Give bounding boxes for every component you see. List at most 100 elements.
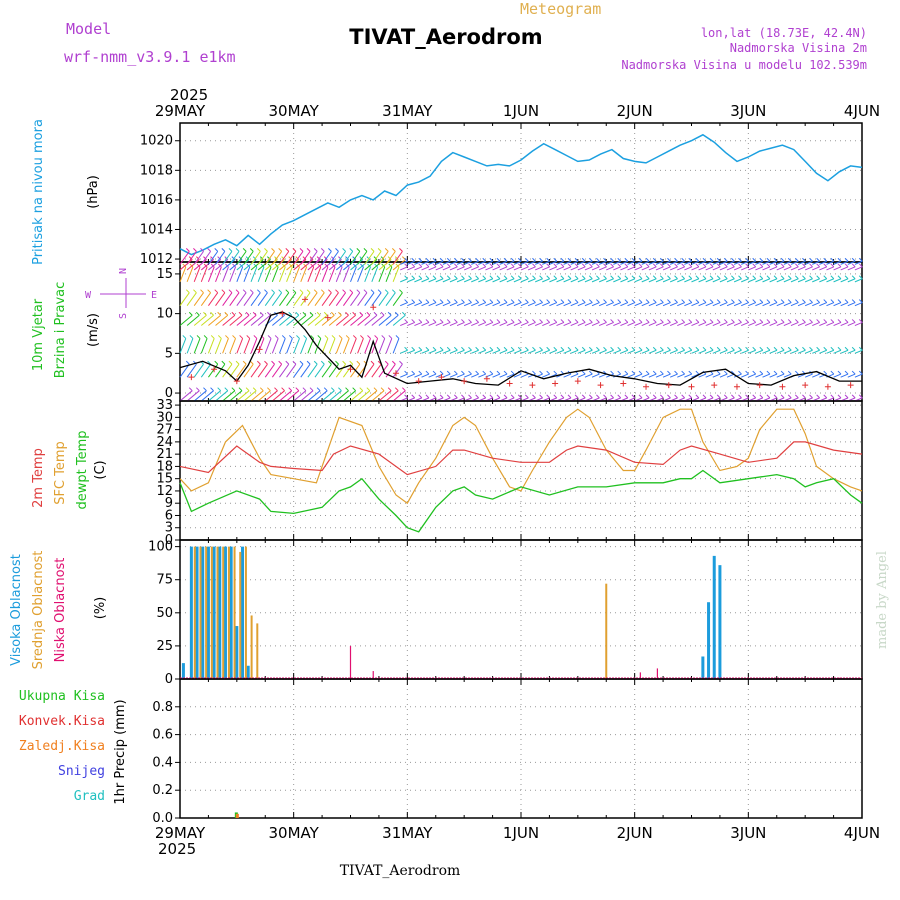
- wind-barb-flag: [517, 299, 522, 303]
- wind-barb-flag: [439, 319, 444, 323]
- wind-barb: [407, 260, 415, 265]
- wind-barb: [328, 292, 339, 306]
- wind-barb: [847, 321, 856, 327]
- wind-barb-flag: [425, 370, 430, 375]
- wind-barb-flag: [249, 289, 254, 294]
- wind-barb: [549, 349, 557, 354]
- wind-barb-flag: [617, 263, 622, 268]
- wind-barb-flag: [659, 275, 664, 280]
- wind-barb-flag: [242, 248, 247, 252]
- wind-barb-flag: [394, 256, 399, 260]
- wind-barb: [435, 302, 444, 307]
- wind-barb: [655, 349, 664, 354]
- wind-barb: [392, 266, 400, 283]
- wind-barb-flag: [638, 394, 643, 399]
- wind-barb: [506, 321, 515, 327]
- wind-barb-flag: [281, 256, 285, 260]
- wind-barb: [854, 302, 863, 307]
- wind-barb-flag: [844, 275, 849, 280]
- wind-barb-flag: [738, 394, 742, 399]
- cloud-bar: [229, 546, 233, 679]
- wind-barb: [271, 338, 279, 354]
- gust-marker: [438, 374, 445, 381]
- footer-title: TIVAT_Aerodrom: [340, 863, 461, 879]
- wind-barb: [300, 259, 314, 271]
- elevation: Nadmorska Visina 2m: [730, 41, 867, 55]
- wind-barb-flag: [203, 335, 208, 339]
- wind-barb-flag: [574, 257, 579, 262]
- wind-barb-flag: [517, 257, 522, 262]
- wind-barb: [698, 349, 707, 354]
- gust-marker: [211, 366, 218, 373]
- wind-barb-flag: [316, 256, 321, 260]
- wind-barb: [719, 349, 728, 354]
- wind-barb-flag: [323, 387, 328, 392]
- wind-barb: [641, 373, 650, 378]
- wind-barb: [407, 321, 415, 327]
- wind-barb-flag: [214, 360, 219, 365]
- wind-barb-flag: [510, 319, 515, 323]
- wind-barb-flag: [809, 263, 813, 268]
- wind-barb-flag: [221, 289, 226, 294]
- wind-barb: [741, 349, 749, 354]
- wind-barb: [208, 251, 219, 265]
- wind-barb: [271, 363, 283, 378]
- wind-barb-flag: [239, 263, 243, 268]
- wind-barb: [378, 314, 392, 326]
- wind-barb: [613, 278, 621, 283]
- wind-barb: [229, 338, 236, 354]
- wind-barb: [563, 278, 572, 283]
- wind-barb: [215, 390, 229, 402]
- wind-barb-flag: [574, 394, 579, 399]
- wind-barb: [293, 363, 304, 378]
- wind-barb-flag: [249, 360, 254, 365]
- wind-barb: [513, 373, 522, 378]
- wind-barb-flag: [395, 263, 400, 268]
- wind-barb-flag: [674, 346, 678, 351]
- wind-barb: [506, 260, 515, 265]
- wind-barb-flag: [360, 263, 364, 268]
- wind-barb-flag: [267, 263, 272, 268]
- wind-barb-flag: [588, 263, 593, 268]
- wind-barb: [421, 302, 430, 307]
- wind-barb: [712, 302, 721, 307]
- cloud-bar: [241, 546, 245, 679]
- wind-barb: [620, 302, 629, 307]
- wind-barb: [733, 349, 742, 354]
- wind-barb-flag: [373, 311, 378, 316]
- wind-barb-flag: [809, 319, 813, 323]
- wind-barb-flag: [271, 289, 275, 294]
- gust-marker: [824, 383, 831, 390]
- wind-barb-flag: [581, 394, 586, 399]
- wind-barb: [371, 363, 382, 378]
- wind-barb: [193, 338, 201, 354]
- wind-barb-flag: [235, 360, 240, 365]
- wind-barb-flag: [310, 263, 315, 268]
- wind-barb-flag: [532, 346, 536, 351]
- wind-barb: [414, 321, 423, 327]
- wind-barb: [328, 390, 342, 402]
- wind-barb: [812, 302, 820, 307]
- wind-barb-flag: [453, 346, 458, 351]
- wind-barb-flag: [525, 319, 529, 323]
- wind-barb-flag: [404, 394, 408, 399]
- compass-rose: N S W E: [85, 268, 157, 319]
- wind-barb: [428, 278, 437, 283]
- wind-barb: [300, 314, 314, 326]
- wind-barb-flag: [185, 289, 190, 294]
- wind-barb: [705, 349, 714, 354]
- wind-barb: [691, 349, 700, 354]
- wind-barb-flag: [631, 299, 636, 303]
- wind-barb-flag: [193, 248, 197, 252]
- wind-barb-flag: [745, 275, 749, 280]
- wind-barb: [854, 349, 863, 354]
- wind-barb-flag: [681, 346, 686, 351]
- wind-barb-flag: [418, 319, 423, 323]
- wind-barb-flag: [546, 370, 551, 375]
- wind-barb-flag: [567, 394, 572, 399]
- wind-barb-flag: [752, 319, 757, 323]
- wind-barb-flag: [342, 360, 346, 365]
- wind-barb: [307, 251, 318, 265]
- wind-barb: [712, 266, 721, 271]
- wind-barb: [677, 260, 685, 265]
